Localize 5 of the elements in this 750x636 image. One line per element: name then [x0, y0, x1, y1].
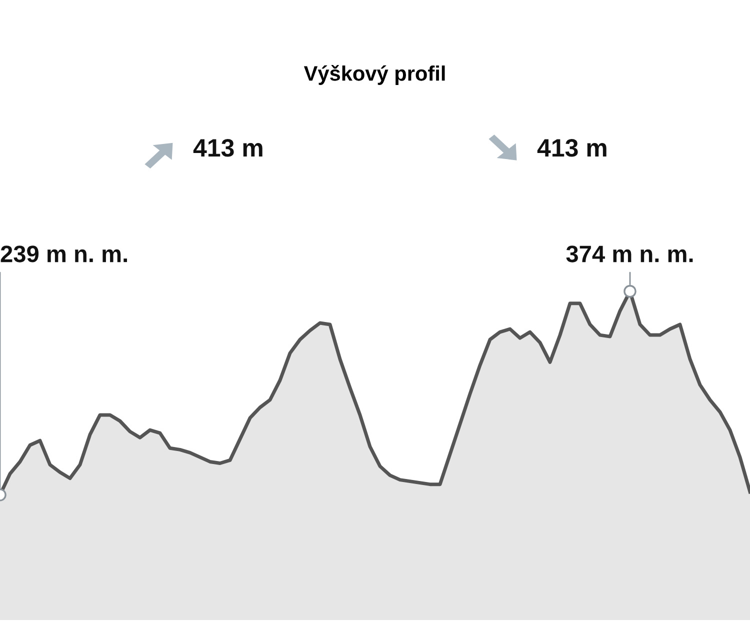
text: 413 m [193, 139, 262, 157]
chart-title: Výškový profil [304, 65, 445, 85]
data-label: 239 m n. m. [0, 246, 127, 262]
text: 413 m [537, 139, 606, 157]
data-label: 374 m n. m. [566, 246, 693, 262]
